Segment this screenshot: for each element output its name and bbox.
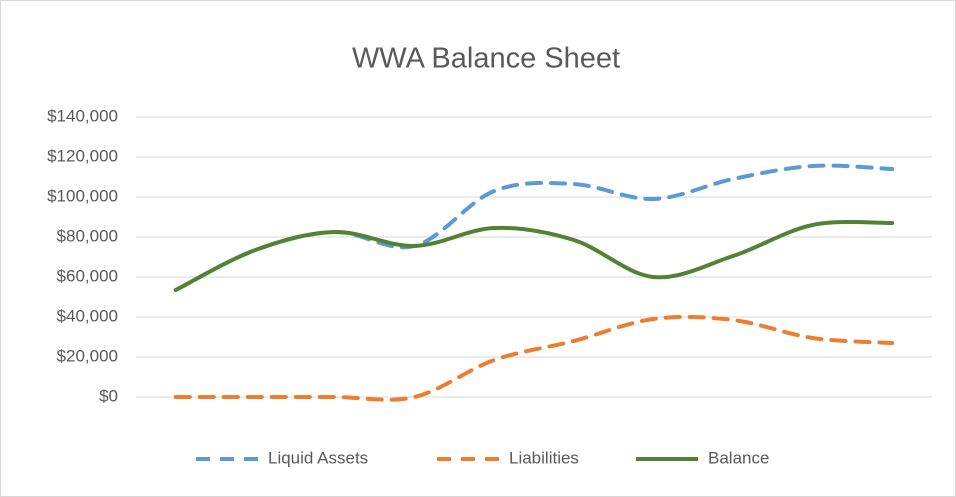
y-tick-label: $120,000 xyxy=(47,146,118,165)
legend-label: Liquid Assets xyxy=(268,448,368,467)
y-tick-label: $60,000 xyxy=(57,266,118,285)
series-line xyxy=(173,314,895,402)
y-tick-label: $100,000 xyxy=(47,186,118,205)
y-tick-label: $80,000 xyxy=(57,226,118,245)
legend-label: Liabilities xyxy=(509,448,579,467)
legend-label: Balance xyxy=(708,448,769,467)
y-tick-label: $40,000 xyxy=(57,306,118,325)
y-tick-label: $140,000 xyxy=(47,106,118,125)
y-tick-label: $20,000 xyxy=(57,346,118,365)
series-line xyxy=(173,220,895,292)
y-tick-label: $0 xyxy=(99,386,118,405)
chart-title: WWA Balance Sheet xyxy=(352,43,620,75)
